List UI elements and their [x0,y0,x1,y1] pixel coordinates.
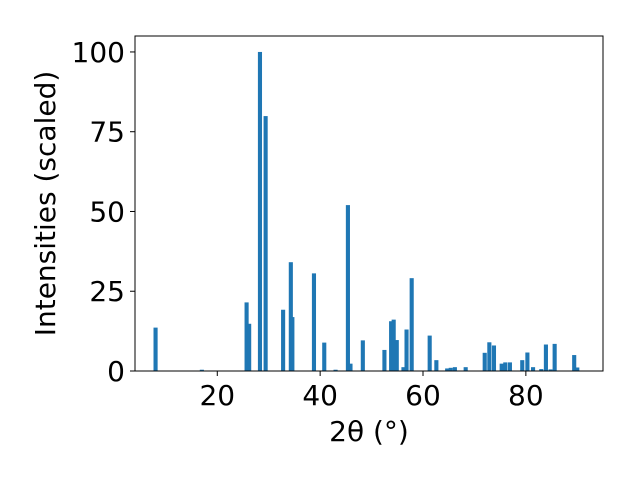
bar [575,367,580,371]
bar [427,335,432,371]
bar [244,302,249,371]
x-tick-label: 20 [199,379,235,412]
bar [401,367,406,371]
bar [434,360,439,371]
bar [499,363,504,371]
bar [452,367,457,371]
bar [391,319,396,371]
bars-group [153,51,580,371]
x-axis-ticks: 20 40 60 80 [199,371,544,412]
bar [288,262,293,371]
bar [345,205,350,371]
bar [322,342,327,371]
bar [531,367,536,371]
bar [389,321,394,371]
y-tick-label: 25 [89,275,125,308]
bar [463,367,468,371]
bar [281,309,286,371]
y-tick-label: 100 [72,36,125,69]
plot-frame [134,35,604,372]
bar [263,116,268,371]
bar [482,352,487,371]
y-tick-label: 75 [89,116,125,149]
y-axis-label: Intensities (scaled) [29,71,62,337]
bar [404,329,409,371]
bar [445,368,450,371]
bar [543,344,548,371]
bar [548,369,553,371]
bar [503,362,508,371]
bar [333,369,338,371]
bar [199,369,204,371]
bar [360,340,365,371]
x-tick-label: 80 [508,379,544,412]
bar [348,363,353,371]
bar [507,362,512,371]
bar [290,317,295,371]
bar [311,273,317,371]
bar [539,369,544,371]
bar [409,278,414,371]
bar [247,323,252,371]
bar [153,327,158,371]
x-tick-label: 60 [405,379,441,412]
bar [257,51,263,371]
bar [491,345,497,371]
x-tick-label: 40 [302,379,338,412]
bar [520,360,525,371]
bar [572,355,577,371]
bar [448,367,453,371]
y-tick-label: 0 [107,355,125,388]
bar [487,342,492,371]
bar [525,352,530,371]
bar [552,343,557,371]
bar [382,349,387,371]
x-axis-label: 2θ (°) [329,415,409,448]
y-axis-ticks: 0 25 50 75 100 [72,36,135,388]
y-tick-label: 50 [89,195,125,228]
bar [394,340,399,371]
